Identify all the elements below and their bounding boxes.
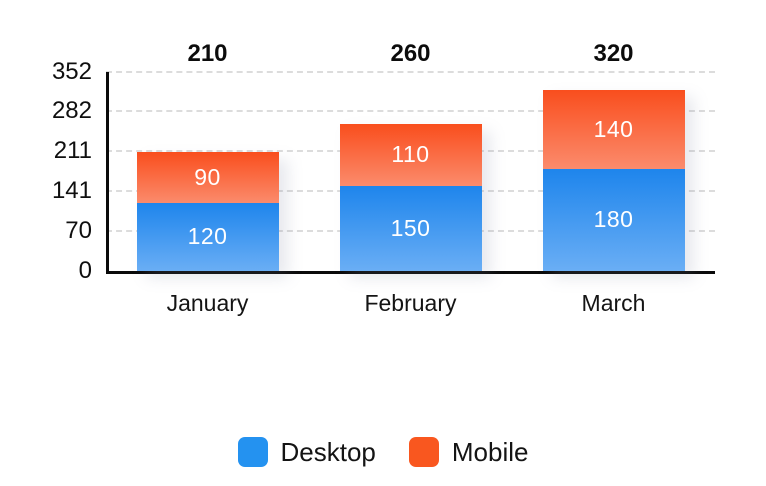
y-axis-tick-label: 211 (53, 137, 92, 165)
x-axis-line (106, 270, 715, 274)
bar-february[interactable]: 110 150 (339, 123, 482, 271)
total-label-march: 320 (593, 40, 634, 67)
bar-segment-desktop-february[interactable]: 150 (339, 185, 482, 271)
bar-january[interactable]: 90 120 (136, 151, 279, 271)
y-axis-tick-label: 141 (51, 177, 92, 205)
bar-march[interactable]: 140 180 (542, 89, 685, 271)
legend-item-mobile[interactable]: Mobile (408, 436, 529, 468)
total-label-january: 210 (187, 40, 228, 67)
x-axis-label-january: January (166, 290, 249, 316)
x-axis-label-march: March (581, 290, 646, 316)
y-axis-tick-label: 0 (78, 257, 92, 284)
legend-swatch-mobile (408, 437, 439, 467)
y-axis-tick-label: 282 (51, 97, 92, 125)
bar-value-label: 120 (187, 223, 228, 250)
bar-segment-desktop-january[interactable]: 120 (136, 202, 279, 271)
bar-segment-desktop-march[interactable]: 180 (542, 168, 685, 271)
bar-segment-mobile-january[interactable]: 90 (136, 151, 279, 203)
legend-label-desktop: Desktop (280, 436, 376, 467)
bar-segment-mobile-march[interactable]: 140 (542, 89, 685, 169)
y-axis-tick-label: 352 (51, 57, 92, 85)
y-axis-tick-label: 70 (65, 217, 92, 245)
bar-value-label: 150 (390, 214, 431, 241)
bar-value-label: 90 (194, 163, 221, 190)
bar-value-label: 180 (593, 206, 634, 233)
legend: Desktop Mobile (0, 436, 766, 468)
total-label-february: 260 (390, 40, 431, 67)
y-axis-line (106, 71, 109, 274)
x-axis-label-february: February (364, 290, 457, 316)
legend-item-desktop[interactable]: Desktop (237, 436, 376, 468)
legend-label-mobile: Mobile (451, 436, 529, 467)
gridline (106, 110, 715, 113)
bar-value-label: 140 (593, 115, 634, 142)
bar-segment-mobile-february[interactable]: 110 (339, 123, 482, 186)
legend-swatch-desktop (237, 437, 268, 467)
gridline (106, 70, 715, 73)
bar-value-label: 110 (391, 141, 430, 168)
